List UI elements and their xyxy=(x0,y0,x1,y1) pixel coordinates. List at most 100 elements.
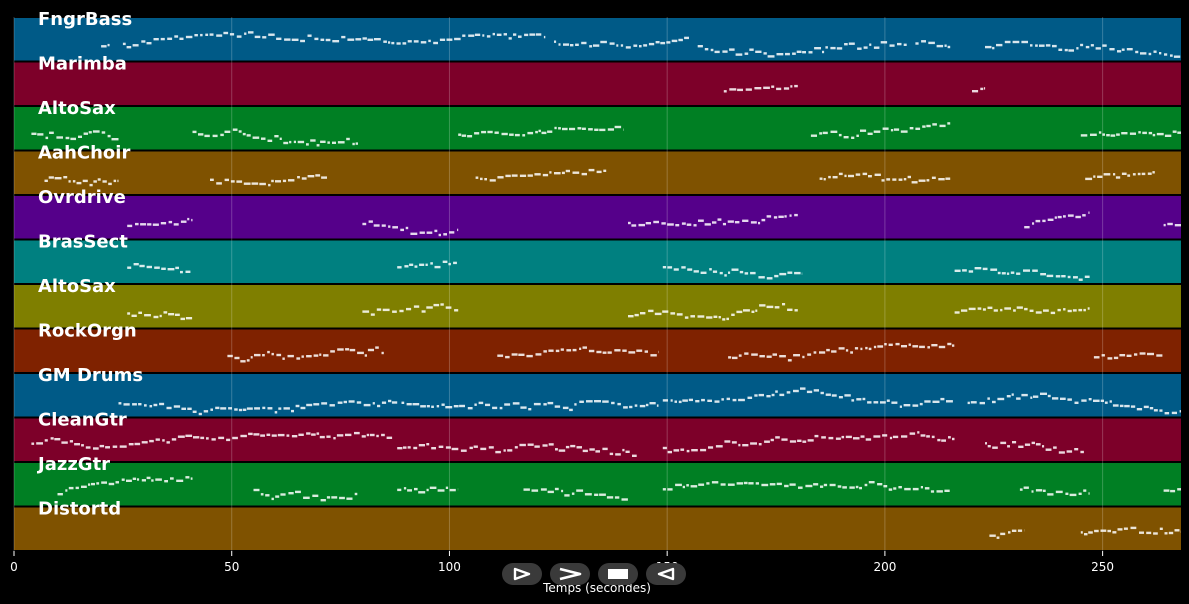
note-mark xyxy=(1080,531,1083,534)
note-mark xyxy=(434,229,438,233)
note-mark xyxy=(1112,404,1119,407)
note-mark xyxy=(865,346,868,350)
play-button[interactable] xyxy=(502,563,542,585)
note-mark xyxy=(889,44,895,47)
note-mark xyxy=(230,180,235,183)
note-mark xyxy=(288,179,295,182)
note-mark xyxy=(1000,532,1006,536)
note-mark xyxy=(388,41,391,44)
note-mark xyxy=(1040,392,1047,395)
note-mark xyxy=(903,178,907,181)
note-mark xyxy=(915,127,921,130)
note-mark xyxy=(628,315,634,318)
note-mark xyxy=(789,440,797,443)
note-mark xyxy=(315,174,321,177)
note-mark xyxy=(687,268,693,271)
note-mark xyxy=(820,485,824,488)
note-mark xyxy=(89,183,93,187)
note-mark xyxy=(503,449,506,452)
note-mark xyxy=(782,303,786,306)
note-mark xyxy=(754,87,762,90)
note-mark xyxy=(453,261,457,265)
note-mark xyxy=(722,50,728,53)
note-mark xyxy=(750,221,757,224)
note-mark xyxy=(535,353,542,356)
rewind-button[interactable] xyxy=(646,563,686,585)
note-mark xyxy=(1065,492,1069,495)
note-mark xyxy=(409,263,414,266)
note-mark xyxy=(96,482,100,485)
note-mark xyxy=(892,178,897,181)
note-mark xyxy=(862,397,866,401)
note-mark xyxy=(822,131,828,135)
note-mark xyxy=(763,86,770,89)
note-mark xyxy=(441,403,445,406)
note-mark xyxy=(898,486,902,489)
note-mark xyxy=(570,44,574,47)
note-mark xyxy=(388,225,391,228)
note-mark xyxy=(295,490,301,494)
note-mark xyxy=(1168,531,1174,535)
note-mark xyxy=(1085,45,1090,49)
note-mark xyxy=(828,436,834,440)
note-mark xyxy=(786,391,791,394)
note-mark xyxy=(91,482,95,486)
note-mark xyxy=(688,398,693,402)
track-band xyxy=(14,374,1181,417)
note-mark xyxy=(251,182,259,185)
forward-button[interactable] xyxy=(550,563,590,585)
note-mark xyxy=(572,348,577,352)
note-mark xyxy=(236,180,243,183)
note-mark xyxy=(1174,529,1180,532)
note-mark xyxy=(759,355,765,358)
note-mark xyxy=(460,449,467,452)
note-mark xyxy=(93,447,99,450)
note-mark xyxy=(229,33,235,36)
note-mark xyxy=(802,51,806,54)
note-mark xyxy=(865,438,872,441)
note-mark xyxy=(930,490,935,493)
note-mark xyxy=(260,493,264,496)
note-mark xyxy=(118,402,122,405)
note-mark xyxy=(543,350,547,353)
note-mark xyxy=(419,263,425,266)
note-mark xyxy=(345,433,352,437)
note-mark xyxy=(453,405,459,408)
note-mark xyxy=(662,399,668,402)
note-mark xyxy=(1142,131,1147,135)
note-mark xyxy=(1053,446,1057,449)
note-mark xyxy=(355,142,358,145)
note-mark xyxy=(1000,441,1007,445)
note-mark xyxy=(177,435,185,438)
note-mark xyxy=(700,448,707,452)
note-mark xyxy=(167,268,175,271)
note-mark xyxy=(572,171,580,174)
note-mark xyxy=(706,316,713,319)
note-mark xyxy=(534,445,540,448)
note-mark xyxy=(1103,173,1111,176)
note-mark xyxy=(234,408,238,411)
note-mark xyxy=(1073,276,1078,279)
note-mark xyxy=(429,486,437,489)
note-mark xyxy=(72,180,76,183)
note-mark xyxy=(926,124,931,128)
note-mark xyxy=(420,405,426,408)
note-mark xyxy=(216,34,223,37)
note-mark xyxy=(671,39,678,43)
note-mark xyxy=(1083,308,1086,312)
note-mark xyxy=(558,43,561,46)
note-mark xyxy=(982,308,986,311)
note-mark xyxy=(99,444,105,448)
note-mark xyxy=(497,176,504,179)
note-mark xyxy=(132,477,137,480)
note-mark xyxy=(731,268,739,271)
note-mark xyxy=(554,405,561,408)
note-mark xyxy=(849,486,855,489)
note-mark xyxy=(778,215,784,218)
note-mark xyxy=(413,305,420,308)
note-mark xyxy=(742,219,749,222)
note-mark xyxy=(729,48,735,51)
note-mark xyxy=(775,436,780,439)
note-mark xyxy=(1074,401,1079,404)
stop-button[interactable] xyxy=(598,563,638,585)
